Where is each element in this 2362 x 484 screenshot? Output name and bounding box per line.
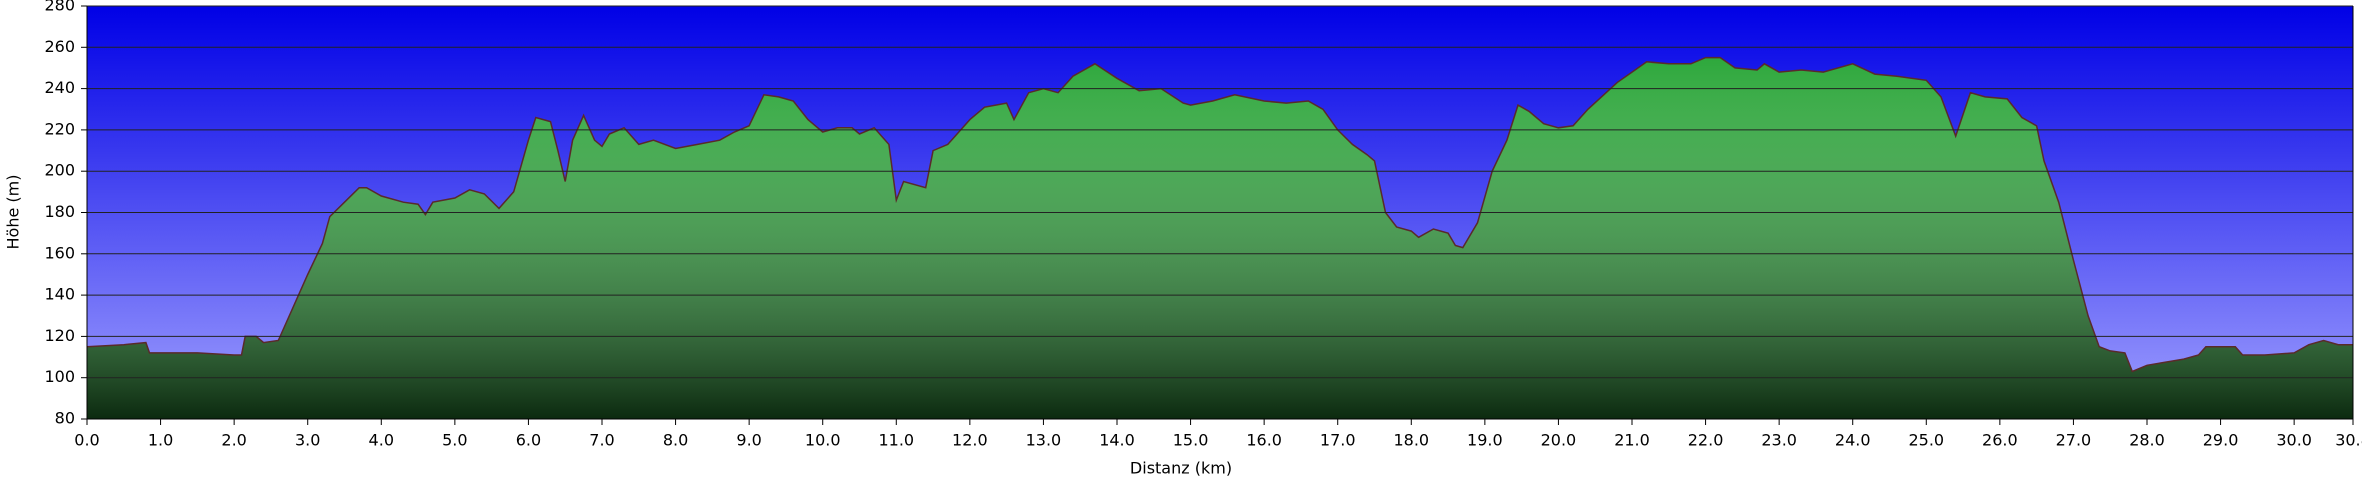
elevation-line (86, 56, 2353, 373)
x-tick-label: 2.0 (221, 431, 246, 450)
y-tick-label: 140 (44, 285, 75, 304)
x-tick-label: 3.0 (295, 431, 320, 450)
x-tick-label: 4.0 (369, 431, 394, 450)
x-tick-label: 30.8 (2335, 431, 2362, 450)
y-tick-label: 80 (55, 409, 75, 428)
y-axis-label: Höhe (m) (4, 175, 23, 250)
x-tick-label: 6.0 (516, 431, 541, 450)
x-tick-label: 11.0 (878, 431, 914, 450)
y-tick-label: 280 (44, 0, 75, 15)
elevation-shade (87, 57, 2353, 419)
x-tick-label: 7.0 (589, 431, 614, 450)
x-tick-label: 25.0 (1908, 431, 1944, 450)
x-tick-label: 22.0 (1688, 431, 1724, 450)
y-tick-label: 260 (44, 37, 75, 56)
x-tick-label: 29.0 (2203, 431, 2239, 450)
y-tick-label: 180 (44, 202, 75, 221)
x-tick-label: 0.0 (74, 431, 99, 450)
x-tick-label: 5.0 (442, 431, 467, 450)
x-tick-label: 10.0 (805, 431, 841, 450)
x-tick-label: 27.0 (2056, 431, 2092, 450)
x-axis-label: Distanz (km) (1130, 459, 1232, 478)
y-tick-label: 160 (44, 243, 75, 262)
x-tick-label: 24.0 (1835, 431, 1871, 450)
x-tick-label: 18.0 (1393, 431, 1429, 450)
x-tick-label: 12.0 (952, 431, 988, 450)
y-tick-label: 240 (44, 78, 75, 97)
x-tick-label: 1.0 (148, 431, 173, 450)
x-tick-label: 8.0 (663, 431, 688, 450)
x-tick-label: 19.0 (1467, 431, 1503, 450)
x-tick-label: 17.0 (1320, 431, 1356, 450)
x-tick-label: 30.0 (2276, 431, 2312, 450)
x-tick-label: 21.0 (1614, 431, 1650, 450)
y-tick-label: 200 (44, 161, 75, 180)
y-tick-label: 120 (44, 326, 75, 345)
x-tick-label: 9.0 (736, 431, 761, 450)
y-tick-label: 100 (44, 367, 75, 386)
x-tick-label: 23.0 (1761, 431, 1797, 450)
x-tick-label: 28.0 (2129, 431, 2165, 450)
x-tick-label: 26.0 (1982, 431, 2018, 450)
x-tick-label: 13.0 (1026, 431, 1062, 450)
y-tick-label: 220 (44, 119, 75, 138)
x-tick-label: 20.0 (1541, 431, 1577, 450)
x-tick-label: 14.0 (1099, 431, 1135, 450)
x-tick-label: 16.0 (1246, 431, 1282, 450)
x-tick-label: 15.0 (1173, 431, 1209, 450)
